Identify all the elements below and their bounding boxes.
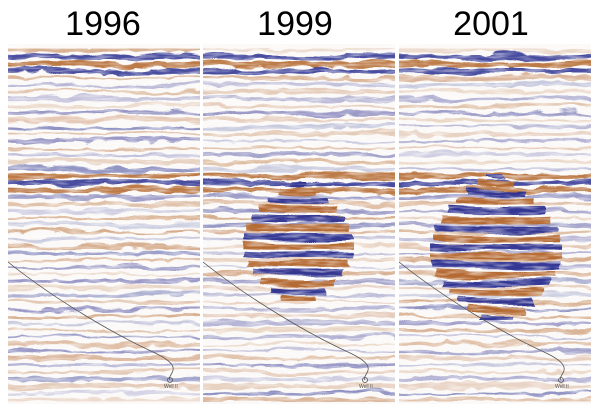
year-label-1996: 1996	[65, 5, 141, 43]
well-label: Well II	[164, 384, 178, 390]
seismic-panel-1999: Well II	[203, 44, 395, 404]
seismic-panel-2001: Well II	[399, 44, 591, 404]
well-label: Well II	[555, 384, 569, 390]
well-label: Well II	[359, 384, 373, 390]
year-label-1999: 1999	[257, 5, 333, 43]
seismic-panel-1996: Well II	[8, 44, 200, 404]
year-label-2001: 2001	[453, 5, 529, 43]
seismic-sections-image: Well II Well II Well II	[8, 44, 591, 404]
